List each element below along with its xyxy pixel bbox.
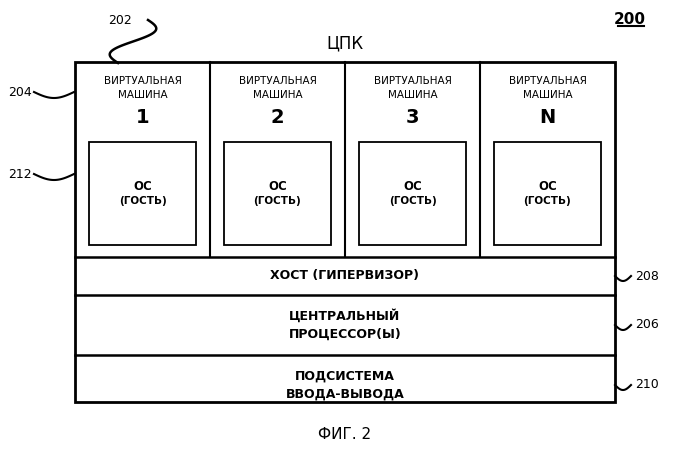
Text: ЦПК: ЦПК bbox=[326, 34, 363, 52]
Text: ВИРТУАЛЬНАЯ: ВИРТУАЛЬНАЯ bbox=[238, 76, 317, 86]
Text: 1: 1 bbox=[136, 108, 150, 127]
Text: 200: 200 bbox=[614, 12, 646, 27]
Text: N: N bbox=[540, 108, 556, 127]
Text: ОС: ОС bbox=[538, 180, 557, 193]
Text: (ГОСТЬ): (ГОСТЬ) bbox=[119, 196, 166, 206]
Text: МАШИНА: МАШИНА bbox=[252, 90, 302, 100]
Text: ОС: ОС bbox=[133, 180, 152, 193]
Text: МАШИНА: МАШИНА bbox=[388, 90, 438, 100]
Text: 202: 202 bbox=[108, 14, 131, 27]
Text: ЦЕНТРАЛЬНЫЙ
ПРОЦЕССОР(Ы): ЦЕНТРАЛЬНЫЙ ПРОЦЕССОР(Ы) bbox=[289, 309, 401, 341]
Text: (ГОСТЬ): (ГОСТЬ) bbox=[254, 196, 301, 206]
Text: ФИГ. 2: ФИГ. 2 bbox=[319, 427, 372, 442]
Text: МАШИНА: МАШИНА bbox=[117, 90, 167, 100]
Text: 2: 2 bbox=[271, 108, 284, 127]
Text: ВИРТУАЛЬНАЯ: ВИРТУАЛЬНАЯ bbox=[509, 76, 586, 86]
Bar bbox=[359, 142, 466, 245]
Text: ОС: ОС bbox=[403, 180, 422, 193]
Text: 206: 206 bbox=[635, 319, 658, 331]
Text: 208: 208 bbox=[635, 269, 659, 282]
Text: (ГОСТЬ): (ГОСТЬ) bbox=[389, 196, 436, 206]
Text: МАШИНА: МАШИНА bbox=[523, 90, 572, 100]
Bar bbox=[75, 62, 615, 402]
Text: ХОСТ (ГИПЕРВИЗОР): ХОСТ (ГИПЕРВИЗОР) bbox=[271, 269, 419, 282]
Bar bbox=[494, 142, 601, 245]
Bar bbox=[89, 142, 196, 245]
Text: 204: 204 bbox=[8, 86, 32, 99]
Text: 212: 212 bbox=[8, 167, 32, 180]
Text: 210: 210 bbox=[635, 378, 658, 392]
Text: ВИРТУАЛЬНАЯ: ВИРТУАЛЬНАЯ bbox=[373, 76, 452, 86]
Text: (ГОСТЬ): (ГОСТЬ) bbox=[524, 196, 571, 206]
Bar bbox=[224, 142, 331, 245]
Text: 3: 3 bbox=[405, 108, 419, 127]
Text: ПОДСИСТЕМА
ВВОДА-ВЫВОДА: ПОДСИСТЕМА ВВОДА-ВЫВОДА bbox=[286, 369, 405, 400]
Text: ВИРТУАЛЬНАЯ: ВИРТУАЛЬНАЯ bbox=[103, 76, 182, 86]
Text: ОС: ОС bbox=[268, 180, 287, 193]
